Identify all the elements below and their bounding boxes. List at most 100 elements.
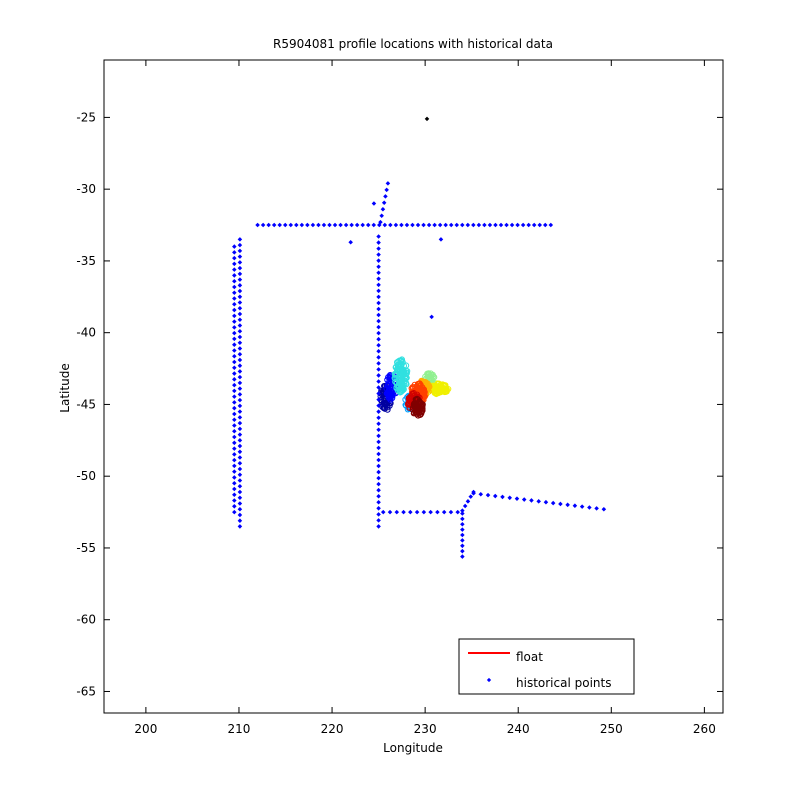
historical-point — [232, 429, 237, 434]
historical-point — [376, 336, 381, 342]
y-tick-label: -35 — [76, 254, 96, 268]
historical-point — [365, 222, 371, 228]
historical-point — [255, 222, 260, 228]
historical-point — [376, 324, 381, 330]
historical-point — [376, 391, 381, 396]
historical-point — [404, 222, 410, 228]
historical-point — [237, 506, 243, 512]
historical-point — [594, 506, 599, 511]
historical-point — [232, 417, 237, 422]
historical-point — [376, 306, 381, 312]
float-profile-point — [434, 380, 441, 387]
historical-point — [462, 503, 468, 509]
x-tick-label: 250 — [600, 722, 623, 736]
historical-point — [376, 451, 381, 457]
historical-point — [305, 222, 310, 228]
historical-point — [429, 314, 434, 320]
historical-point — [232, 261, 237, 267]
axes-box — [103, 59, 724, 714]
historical-point — [237, 478, 243, 483]
x-tick-label: 230 — [414, 722, 437, 736]
historical-point — [376, 373, 381, 378]
historical-point — [232, 480, 237, 486]
historical-point — [408, 509, 413, 515]
historical-point — [232, 388, 237, 394]
historical-point — [237, 449, 243, 455]
historical-point — [387, 509, 393, 515]
historical-point — [435, 509, 440, 515]
historical-point — [232, 457, 237, 463]
historical-point — [465, 222, 471, 228]
historical-point — [507, 495, 512, 501]
historical-point — [376, 439, 381, 445]
historical-point — [237, 254, 243, 259]
historical-point — [376, 500, 381, 505]
historical-point — [232, 319, 237, 324]
float-profile-point — [384, 404, 391, 411]
historical-point — [237, 426, 243, 432]
historical-point — [237, 334, 243, 340]
float-profile-point — [392, 378, 399, 386]
float-profile-point — [396, 361, 403, 369]
historical-point — [421, 509, 427, 515]
tick-layer: 200 210 220 230 240 250 260 -25 -30 -35 -40 -45 -50 -… — [76, 60, 723, 736]
historical-point — [376, 349, 381, 354]
historical-point — [237, 357, 243, 363]
historical-point — [237, 432, 243, 437]
historical-point — [376, 524, 381, 529]
historical-point — [232, 296, 237, 301]
float-profile-point — [412, 401, 419, 409]
historical-point — [237, 403, 243, 409]
historical-point — [237, 461, 243, 466]
historical-point — [376, 445, 381, 451]
historical-point — [376, 361, 381, 366]
historical-point — [237, 265, 243, 271]
y-axis-label: Latitude — [58, 363, 72, 412]
float-profile-point — [396, 373, 403, 380]
float-profile-point — [381, 405, 388, 412]
historical-point — [232, 371, 237, 376]
historical-point — [237, 409, 243, 414]
historical-point — [232, 463, 237, 469]
historical-point — [376, 258, 381, 263]
historical-point — [232, 440, 237, 446]
historical-point — [380, 509, 386, 515]
historical-point — [237, 306, 243, 311]
y-tick-label: -25 — [76, 110, 96, 124]
historical-point — [378, 219, 383, 225]
historical-point — [232, 278, 237, 284]
historical-point — [565, 502, 570, 508]
historical-point — [376, 270, 381, 276]
float-profile-point — [410, 410, 417, 417]
float-profile-point — [403, 381, 410, 388]
historical-point — [485, 492, 491, 498]
legend-historical-marker — [486, 677, 492, 683]
float-profile-point — [425, 374, 432, 381]
historical-point — [232, 307, 237, 313]
historical-point — [232, 353, 237, 359]
historical-point — [237, 369, 243, 374]
x-tick-label: 240 — [507, 722, 530, 736]
float-profile-point — [402, 375, 409, 382]
historical-point — [376, 463, 381, 469]
historical-point — [237, 374, 243, 380]
float-profile-point — [399, 384, 407, 391]
x-tick-label: 260 — [693, 722, 716, 736]
historical-point — [504, 222, 509, 228]
historical-point — [376, 421, 381, 427]
historical-point — [232, 273, 237, 278]
float-profile-point — [418, 387, 425, 394]
legend-box — [458, 638, 635, 695]
historical-point — [237, 323, 243, 328]
float-layer — [377, 356, 452, 419]
historical-point — [401, 509, 406, 515]
historical-point — [237, 346, 243, 351]
legend-float-label: float — [516, 650, 543, 664]
historical-point — [237, 415, 243, 420]
x-tick-label: 210 — [228, 722, 251, 736]
special-layer — [424, 116, 430, 122]
historical-point — [232, 452, 237, 457]
historical-point — [492, 493, 498, 499]
